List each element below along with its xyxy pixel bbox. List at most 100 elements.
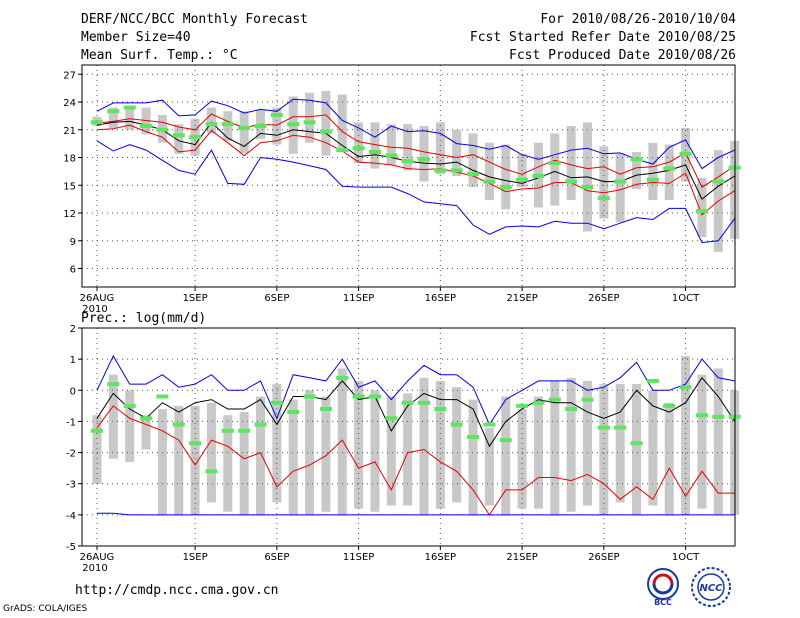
median-day-10 [254,422,267,427]
median-day-16 [352,146,365,151]
median-day-14 [319,129,332,134]
median-day-24 [483,179,496,184]
xtick-label-26SEP: 26SEP [588,552,619,563]
box-day-25 [501,144,511,210]
footer-url[interactable]: http://cmdp.ncc.cma.gov.cn [75,583,279,598]
ytick-label--5: -5 [66,542,76,553]
median-day-11 [270,400,283,405]
xtick-label-16SEP: 16SEP [425,552,456,563]
xtick-sublabel-2010: 2010 [82,304,107,315]
median-day-4 [156,127,169,132]
xtick-label-11SEP: 11SEP [343,293,374,304]
median-day-35 [663,166,676,171]
ytick-label-0: 0 [70,386,76,397]
xtick-label-6SEP: 6SEP [264,552,289,563]
box-day-2 [125,390,135,462]
ytick-label-15: 15 [63,181,76,192]
series-p_low-line [96,124,735,216]
box-day-6 [190,405,200,515]
median-day-7 [205,469,218,474]
box-day-20 [419,377,429,515]
median-day-27 [532,174,545,178]
box-day-9 [239,111,249,153]
ytick-label-9: 9 [70,237,76,248]
median-day-36 [679,151,692,156]
xtick-label-16SEP: 16SEP [425,293,456,304]
xtick-sublabel-2010: 2010 [82,563,107,574]
box-day-22 [452,129,462,176]
fcst-produced-date: Fcst Produced Date 2010/08/26 [509,48,736,63]
median-day-13 [303,394,316,399]
series-min-line [96,140,736,244]
ncc-logo: NCC [691,567,731,607]
median-day-33 [630,157,643,162]
box-day-17 [370,390,380,512]
box-day-18 [386,396,396,506]
ytick-label--3: -3 [66,480,76,491]
median-day-34 [646,177,659,182]
median-day-8 [221,428,234,433]
box-day-34 [648,142,658,201]
box-day-15 [337,94,347,152]
median-day-3 [140,416,153,421]
box-day-34 [648,390,658,506]
ytick-label--4: -4 [66,511,76,522]
ytick-label--1: -1 [66,417,76,428]
variable-label: Mean Surf. Temp.: °C [81,48,238,63]
median-day-31 [597,425,610,430]
plot-frame [81,327,736,547]
median-day-12 [287,122,300,127]
ytick-label-6: 6 [70,265,76,276]
box-day-5 [174,405,184,515]
xtick-label-6SEP: 6SEP [264,293,289,304]
median-day-16 [352,394,365,399]
median-day-33 [630,441,643,446]
box-day-24 [484,427,494,506]
box-day-21 [435,380,445,509]
ytick-label-1: 1 [70,355,76,366]
median-day-27 [532,400,545,405]
box-day-31 [599,384,609,515]
box-day-13 [305,390,315,515]
box-day-32 [615,153,625,223]
bcc-logo-text: BCC [654,598,672,607]
median-day-9 [238,428,251,433]
forecast-range: For 2010/08/26-2010/10/04 [540,12,736,27]
median-day-15 [336,148,349,153]
box-day-16 [354,122,364,164]
median-day-20 [418,400,430,405]
xtick-label-1SEP: 1SEP [183,552,208,563]
ytick-label--2: -2 [66,449,76,460]
box-day-23 [468,133,478,188]
box-day-17 [370,122,380,169]
ytick-label-12: 12 [63,209,76,220]
median-day-23 [467,172,480,177]
series-p_low-line [96,405,735,516]
median-day-10 [254,124,267,129]
box-day-12 [288,399,298,515]
bcc-logo-arc-blue [652,583,674,595]
median-day-6 [189,441,202,446]
median-day-8 [221,122,234,127]
box-day-8 [223,415,233,512]
box-day-13 [305,92,315,143]
median-day-18 [385,153,398,158]
plot-frame [81,64,736,288]
box-day-30 [583,380,592,506]
xtick-label-21SEP: 21SEP [506,552,537,563]
box-day-4 [157,408,167,515]
box-day-29 [566,377,576,512]
median-day-17 [368,149,381,154]
median-day-3 [140,124,153,129]
median-day-12 [287,410,300,415]
median-day-20 [418,157,430,162]
box-day-21 [435,122,445,175]
median-day-11 [270,112,283,117]
median-day-6 [189,135,202,140]
box-day-24 [484,142,494,201]
series-min-line [97,512,735,516]
box-day-19 [403,124,413,171]
median-day-37 [695,209,708,214]
median-day-32 [614,179,627,184]
